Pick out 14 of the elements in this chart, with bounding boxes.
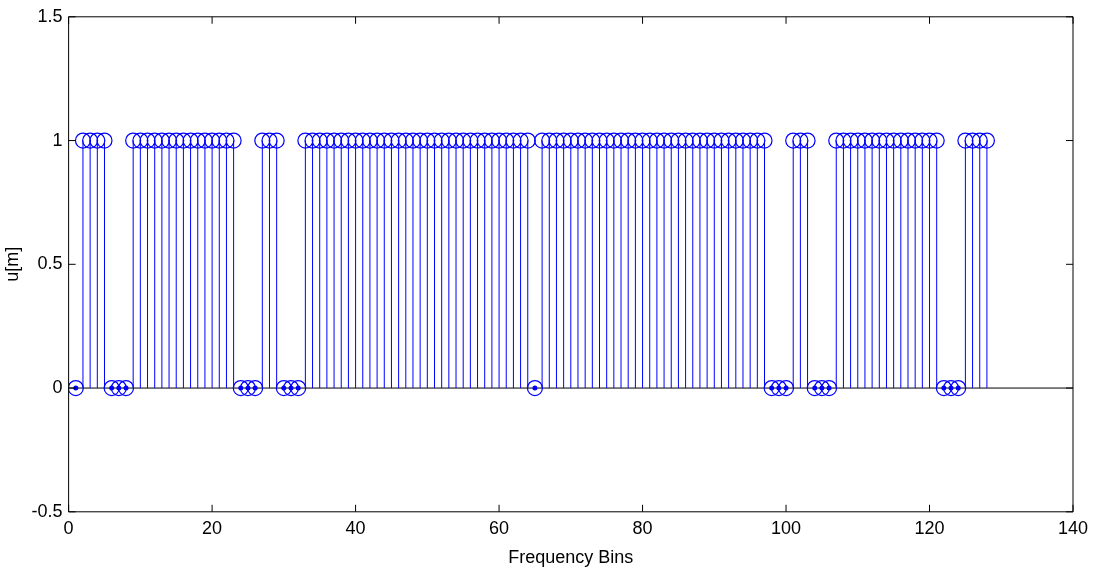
y-tick-label: 0 [52, 377, 63, 398]
x-tick-label: 20 [202, 517, 223, 538]
x-tick-label: 100 [771, 517, 802, 538]
x-tick-label: 60 [489, 517, 510, 538]
x-tick-label: 40 [345, 517, 366, 538]
x-tick-label: 140 [1057, 517, 1089, 538]
x-tick-label: 120 [914, 517, 945, 538]
y-tick-label: 1.5 [37, 5, 63, 26]
y-tick-label: -0.5 [31, 500, 63, 521]
y-tick-label: 0.5 [37, 253, 63, 274]
y-tick-label: 1 [52, 129, 63, 150]
y-axis-title: u[m] [1, 246, 22, 282]
x-axis-title: Frequency Bins [508, 547, 634, 568]
x-tick-label: 80 [632, 517, 653, 538]
